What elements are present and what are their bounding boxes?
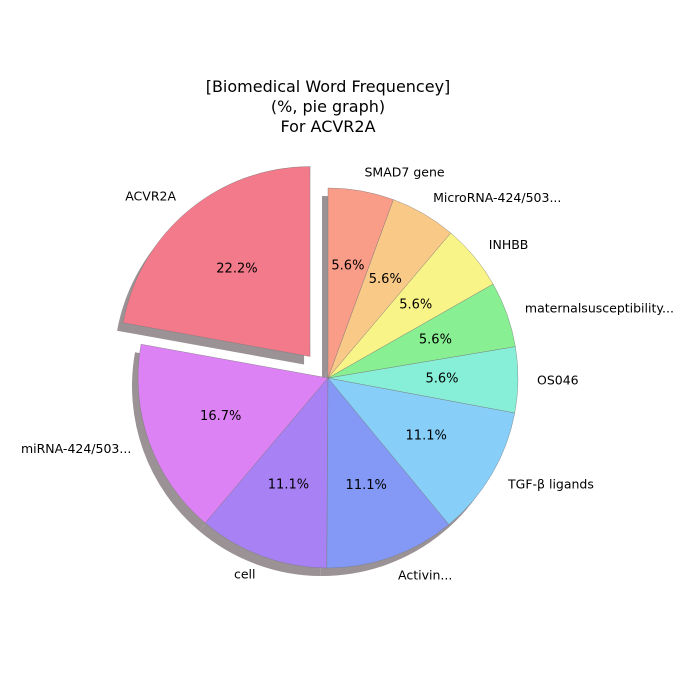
percent-label-tgf-ligands: 11.1% [406,428,447,443]
category-label-maternalsusceptibility: maternalsusceptibility... [525,300,674,315]
percent-labels: 22.2% 16.7% 11.1% 11.1% 11.1% 5.6% 5.6% 5.6% 5.6… [200,258,458,493]
percent-label-cell: 11.1% [268,477,309,492]
chart-title-line-1: [Biomedical Word Frequencey] [206,77,451,96]
pie-slice-tgf-ligands [327,377,515,525]
category-label-activin: Activin... [398,567,452,582]
pie-slice-activin [326,377,450,569]
chart-title: [Biomedical Word Frequencey] (%, pie gra… [206,77,451,136]
pie-slices [122,166,519,569]
category-label-smad7-gene: SMAD7 gene [365,165,445,180]
category-label-tgf-ligands: TGF-β ligands [507,477,594,492]
chart-title-line-3: For ACVR2A [280,117,375,136]
percent-label-acvr2a: 22.2% [216,262,257,277]
percent-label-microrna-424-503: 5.6% [369,272,402,287]
category-labels: ACVR2A miRNA-424/503... cell Activin... TGF-… [21,165,674,583]
pie-slice-smad7-gene [327,187,394,379]
category-label-mirna-424-503: miRNA-424/503... [21,441,131,456]
category-label-cell: cell [234,567,256,582]
pie-slice-cell [204,377,329,569]
category-label-inhbb: INHBB [489,237,529,252]
category-label-acvr2a: ACVR2A [125,189,176,204]
percent-label-inhbb: 5.6% [399,298,432,313]
percent-label-maternalsusceptibility: 5.6% [419,332,452,347]
percent-label-os046: 5.6% [425,372,458,387]
category-label-microrna-424-503: MicroRNA-424/503... [433,190,561,205]
pie-slice-acvr2a [122,166,311,357]
category-label-os046: OS046 [537,372,579,387]
percent-label-smad7-gene: 5.6% [331,258,364,273]
pie-slice-mirna-424-503 [137,343,329,524]
chart-title-line-2: (%, pie graph) [271,97,385,116]
percent-label-activin: 11.1% [346,478,387,493]
percent-label-mirna-424-503: 16.7% [200,409,241,424]
